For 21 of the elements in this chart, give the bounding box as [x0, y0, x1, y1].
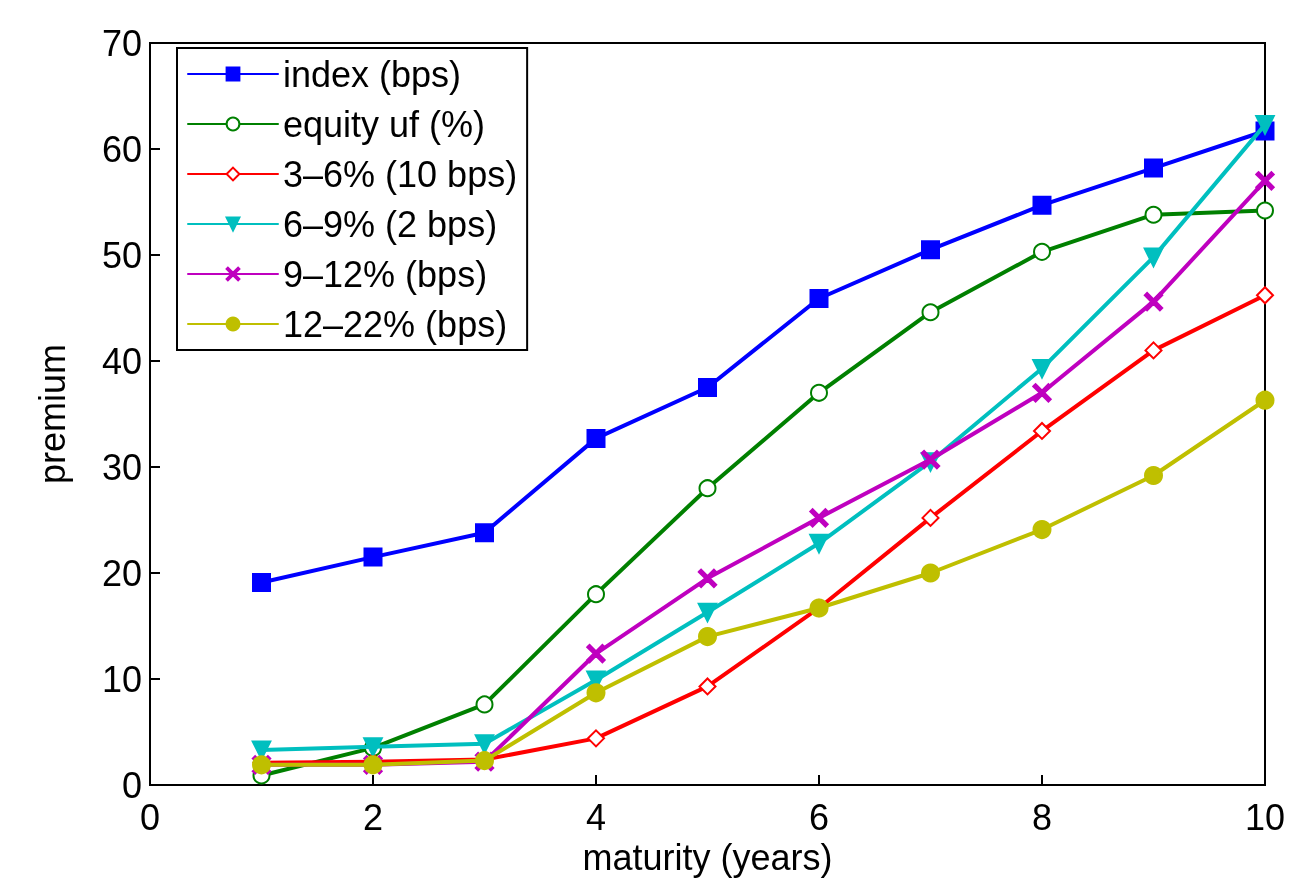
x-tick-label: 10 [1244, 796, 1286, 838]
legend-label: 12–22% (bps) [283, 303, 508, 345]
x-axis-title: maturity (years) [582, 837, 833, 879]
y-tick-label: 30 [101, 446, 142, 488]
y-tick-label: 70 [101, 22, 142, 64]
y-tick-label: 10 [101, 658, 142, 700]
legend-label: 6–9% (2 bps) [283, 203, 498, 245]
x-tick-label: 8 [1031, 796, 1053, 838]
x-tick-label: 2 [362, 796, 384, 838]
y-tick-label: 40 [101, 340, 142, 382]
y-tick-label: 20 [101, 552, 142, 594]
legend-label: 3–6% (10 bps) [283, 153, 518, 195]
legend-label: equity uf (%) [283, 103, 486, 145]
y-tick-label: 0 [121, 764, 142, 806]
x-tick-label: 4 [585, 796, 607, 838]
x-tick-label: 6 [808, 796, 830, 838]
y-axis-title: premium [31, 343, 73, 485]
legend-label: 9–12% (bps) [283, 253, 488, 295]
y-tick-label: 50 [101, 234, 142, 276]
legend-label: index (bps) [283, 53, 462, 95]
y-tick-label: 60 [101, 128, 142, 170]
